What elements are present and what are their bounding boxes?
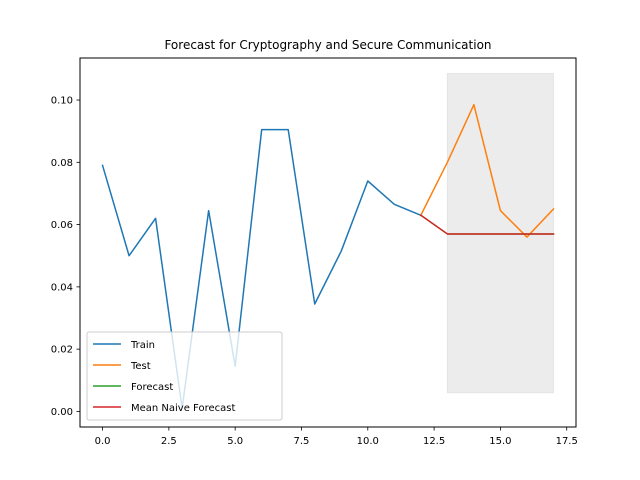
x-tick-label: 5.0 [227,436,243,447]
legend-label: Forecast [131,382,173,393]
y-tick-label: 0.08 [51,158,73,169]
y-tick-label: 0.00 [51,407,73,418]
y-axis: 0.00 0.02 0.04 0.06 0.08 0.10 [51,96,80,418]
x-tick-label: 17.5 [556,436,578,447]
series-layer [101,103,555,410]
x-tick-label: 15.0 [489,436,511,447]
shaded-region-layer [446,73,554,394]
legend-label: Test [130,361,151,372]
legend-label: Train [130,340,155,351]
legend-label: Mean Naive Forecast [131,403,235,414]
y-tick-label: 0.10 [51,96,73,107]
y-tick-label: 0.02 [51,345,73,356]
x-tick-label: 0.0 [95,436,111,447]
y-tick-label: 0.04 [51,282,73,293]
x-tick-label: 12.5 [423,436,445,447]
x-axis: 0.0 2.5 5.0 7.5 10.0 12.5 15.0 17.5 [95,427,578,447]
x-tick-label: 10.0 [357,436,379,447]
chart-title: Forecast for Cryptography and Secure Com… [164,38,491,52]
legend: Train Test Forecast Mean Naive Forecast [86,331,283,421]
series-line-train [101,128,422,410]
legend-box [86,331,283,421]
x-tick-label: 2.5 [161,436,177,447]
series-line-mean-naive-forecast [419,214,555,235]
series-line-test [419,103,555,238]
y-tick-label: 0.06 [51,220,73,231]
plot-frame [79,57,577,428]
forecast-shaded-region [446,73,554,394]
x-tick-label: 7.5 [294,436,310,447]
